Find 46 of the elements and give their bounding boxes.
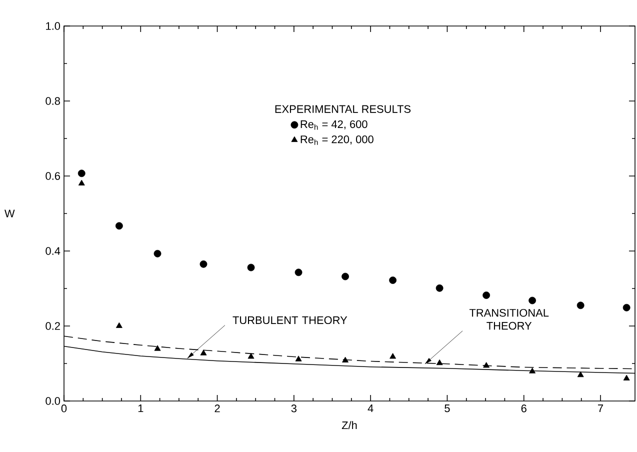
- point: [295, 356, 302, 362]
- legend-label: Re$_{h}$ = 42, 600: [300, 120, 368, 130]
- y-tick-label: 0.4: [46, 247, 60, 255]
- x-tick-label: 6: [521, 404, 526, 412]
- point: [622, 304, 630, 312]
- point: [116, 322, 122, 328]
- y-tick-label: 0.0: [46, 397, 60, 405]
- y-tick-label: 0.8: [46, 97, 60, 105]
- point: [342, 356, 349, 362]
- point: [200, 260, 208, 268]
- point: [247, 264, 255, 272]
- point: [390, 353, 396, 359]
- annotation: TRANSITIONAL THEORY: [469, 308, 549, 330]
- point: [154, 345, 161, 351]
- y-tick-label: 1.0: [46, 22, 60, 30]
- point: [342, 272, 349, 280]
- point: [436, 359, 443, 366]
- point: [78, 170, 86, 178]
- legend-label: Re$_{h}$ = 220, 000: [300, 135, 374, 145]
- point: [200, 350, 207, 356]
- x-tick-label: 4: [368, 404, 374, 412]
- y-tick-label: 0.2: [46, 322, 60, 330]
- point: [248, 353, 254, 359]
- y-tick-label: 0.6: [46, 172, 60, 180]
- x-tick-label: 1: [138, 404, 144, 412]
- point: [436, 284, 444, 292]
- point: [115, 222, 123, 230]
- point: [576, 302, 584, 310]
- point: [623, 374, 630, 380]
- x-axis-title: Z/h: [342, 421, 357, 430]
- x-tick-label: 5: [444, 404, 450, 412]
- x-tick-label: 0: [61, 404, 67, 412]
- point: [482, 292, 490, 299]
- x-tick-label: 7: [598, 404, 604, 412]
- point: [577, 371, 584, 378]
- legend-title: EXPERIMENTAL RESULTS: [275, 105, 411, 113]
- x-tick-label: 3: [291, 404, 296, 412]
- point: [154, 250, 162, 258]
- point: [483, 362, 490, 368]
- point: [528, 296, 536, 304]
- x-tick-label: 2: [214, 404, 220, 412]
- point: [389, 276, 397, 284]
- annotation: TURBULENT THEORY: [232, 316, 348, 324]
- y-axis-title: W: [4, 210, 15, 218]
- point: [294, 268, 302, 276]
- point: [529, 368, 536, 374]
